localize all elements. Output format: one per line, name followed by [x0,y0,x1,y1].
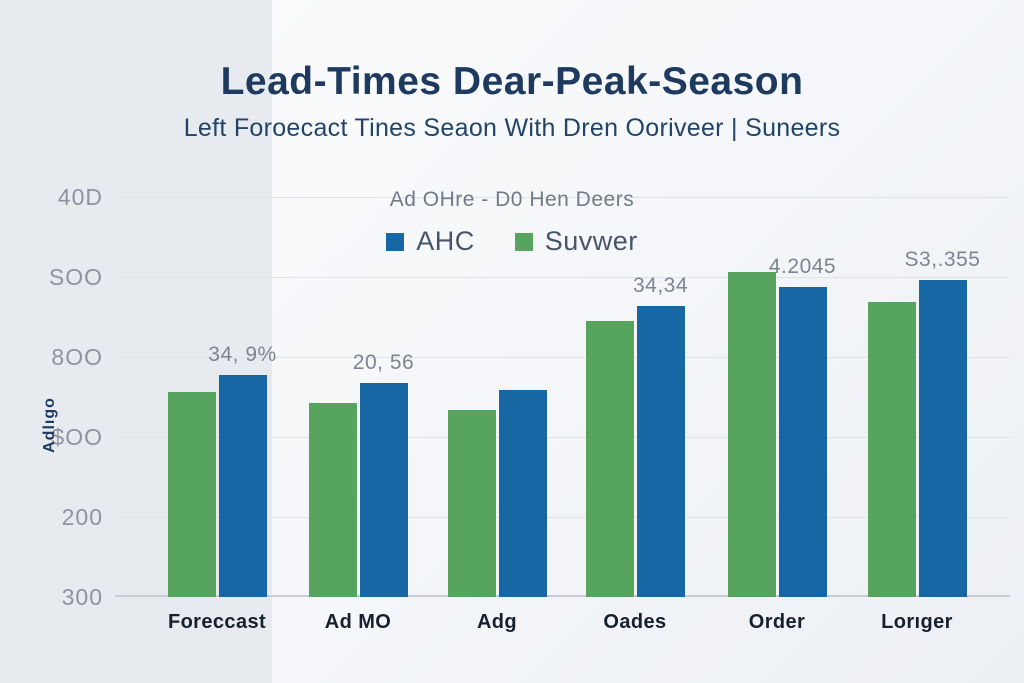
legend-title: Ad OHre - D0 Hen Deers [389,188,635,211]
legend-label-suvwer: Suvwer [544,226,638,256]
y-axis-tick: $OO [51,424,103,450]
legend-swatch-green-icon [514,232,533,251]
gridline [115,357,1010,358]
x-axis-label: Ad MO [324,611,392,633]
legend-swatch-blue-icon [386,232,405,251]
gridline [115,277,1010,278]
x-axis-label: Oades [603,611,667,633]
gridline [115,595,1010,597]
x-axis-label: Foreccast [167,611,267,633]
gridline [115,437,1010,438]
legend-item-ahc: AHC [386,226,475,257]
bar-ahc [636,305,685,597]
bar-ahc [359,382,408,597]
chart-title: Lead-Times Dear-Peak-Season [220,60,804,103]
bar-suvwer [867,301,916,597]
gridline [115,197,1010,198]
bar-suvwer [727,272,776,597]
legend-label-ahc: AHC [416,226,475,256]
legend: AHC Suvwer [0,226,1024,257]
y-axis-title: Adlıgo [41,397,58,453]
y-axis-tick: 300 [61,584,103,610]
x-axis-label: Order [748,611,806,633]
y-axis-tick: 40D [57,184,103,210]
bar-value-label: 4.2045 [768,254,837,278]
y-axis-tick: SOO [48,264,103,290]
bar-suvwer [167,392,216,597]
bar-suvwer [447,409,496,597]
chart-subtitle: Left Foroecact Tines Seaon With Dren Oor… [183,114,841,142]
bar-value-label: S3,.355 [904,248,981,272]
bar-value-label: 34,34 [632,273,689,297]
y-axis-tick: 8OO [51,344,103,370]
x-axis-label: Adg [476,611,518,633]
bar-ahc [218,374,267,597]
bar-value-label: 34, 9% [208,342,277,366]
gridline [115,517,1010,518]
bar-value-label: 20, 56 [352,350,415,374]
bar-suvwer [308,403,357,597]
y-axis-tick: 200 [61,504,103,530]
bar-ahc [918,280,967,597]
legend-item-suvwer: Suvwer [514,226,638,257]
bar-suvwer [585,321,634,597]
bar-ahc [778,286,827,597]
bar-ahc [498,389,547,597]
x-axis-label: Lorıger [881,611,953,633]
plot-area: 40D SOO 8OO $OO 200 300 34, 9% Foreccast 20, 56 A… [49,184,1010,633]
